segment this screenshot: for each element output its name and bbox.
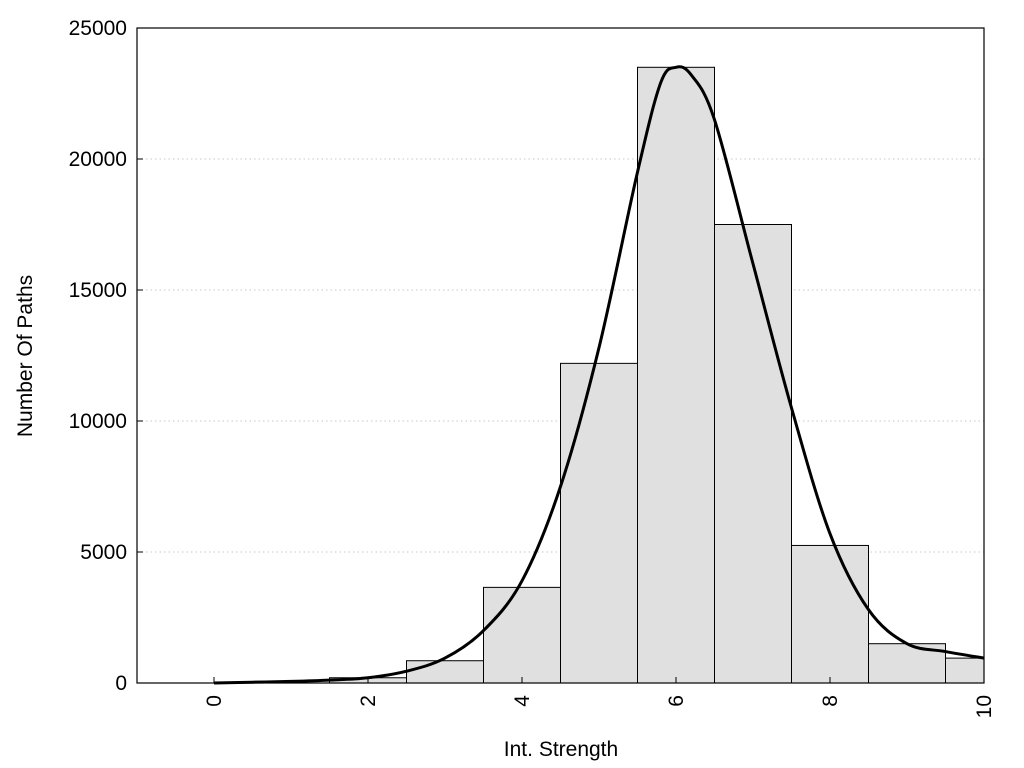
x-axis-ticks: 0 2 4 6 8 10 [203, 677, 996, 718]
y-axis-label: Number Of Paths [14, 275, 37, 437]
y-tick-label: 10000 [69, 410, 127, 433]
density-curve [213, 65, 985, 685]
histogram-bar [560, 362, 638, 684]
histogram-bar [637, 66, 715, 684]
histogram-bar [714, 224, 792, 684]
histogram-bars [329, 66, 985, 684]
y-axis-ticks: 0 5000 10000 15000 20000 25000 [69, 17, 143, 695]
y-tick-label: 5000 [80, 541, 127, 564]
y-tick-label: 20000 [69, 148, 127, 171]
x-tick-label: 4 [511, 695, 534, 707]
y-tick-label: 15000 [69, 279, 127, 302]
x-tick-label: 10 [973, 695, 996, 718]
histogram-bar [483, 586, 561, 684]
y-tick-label: 25000 [69, 17, 127, 40]
x-tick-label: 0 [203, 695, 226, 707]
histogram-bar [791, 544, 869, 684]
density-curve-layer [213, 65, 985, 685]
histogram-bar [406, 660, 484, 684]
x-tick-label: 2 [357, 695, 380, 707]
histogram-bar [945, 657, 985, 684]
x-tick-label: 6 [665, 695, 688, 707]
y-tick-label: 0 [115, 672, 127, 695]
x-axis-label: Int. Strength [504, 738, 618, 761]
x-tick-label: 8 [819, 695, 842, 707]
plot-frame [136, 27, 985, 684]
